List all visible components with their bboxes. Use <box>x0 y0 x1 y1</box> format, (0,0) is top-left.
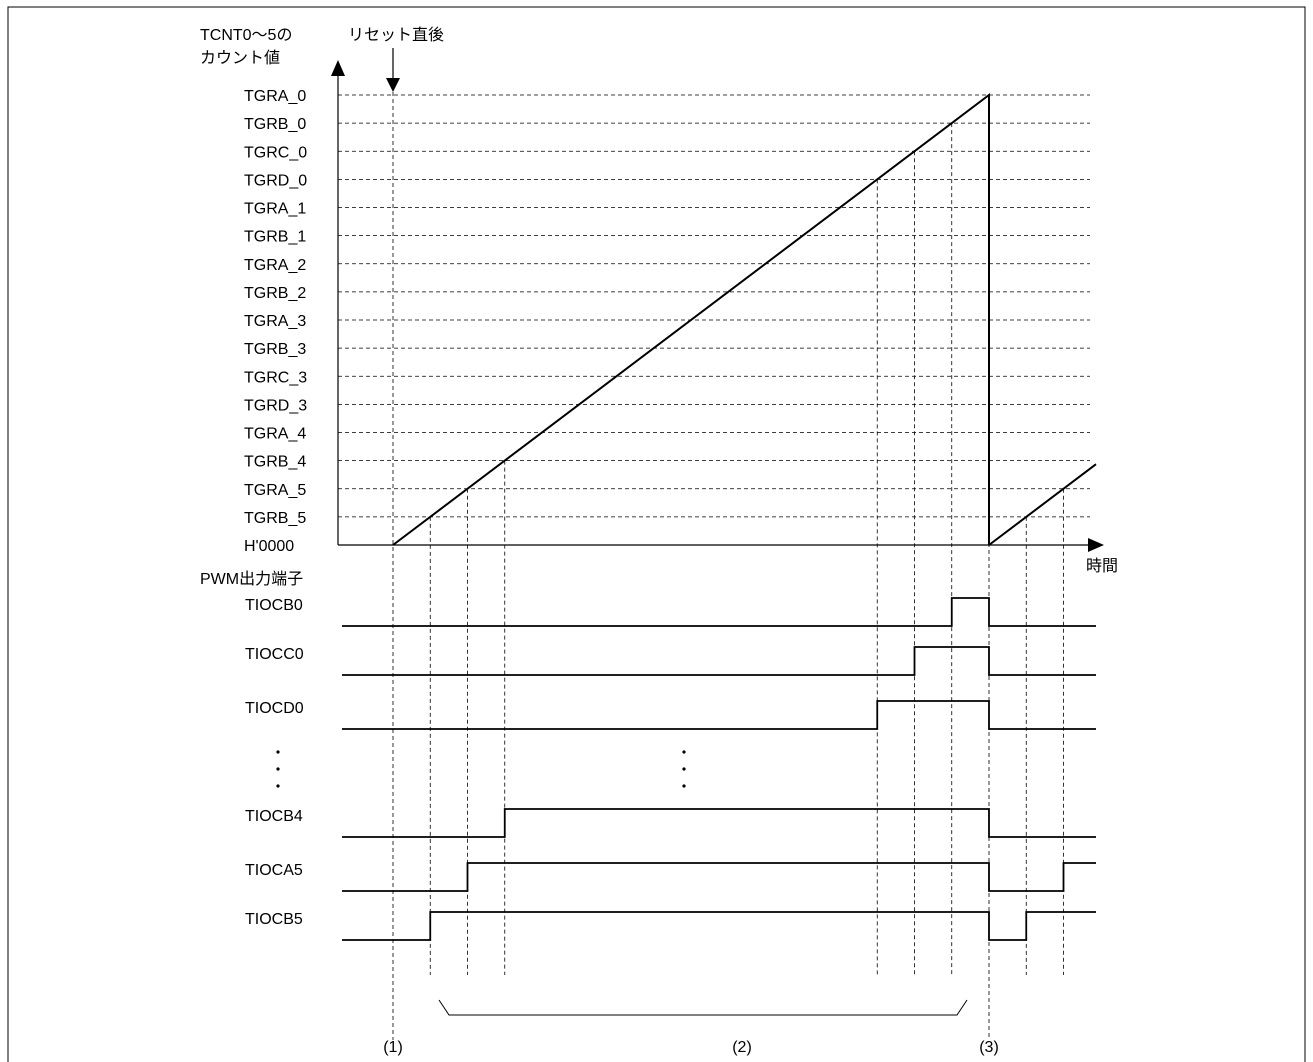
register-label-tgrc3: TGRC_3 <box>244 369 307 386</box>
register-label-tgra2: TGRA_2 <box>244 257 306 274</box>
marker-3: (3) <box>979 1039 999 1056</box>
reset-arrow-head <box>386 78 400 92</box>
pwm-label-tioca5: TIOCA5 <box>245 862 303 879</box>
register-label-tgra4: TGRA_4 <box>244 426 306 443</box>
waveform-tiocd0 <box>342 700 1096 730</box>
waveform-tiocb0 <box>342 597 1096 627</box>
waveform-tiocb4 <box>342 808 1096 838</box>
x-axis-arrow-icon <box>1088 538 1104 552</box>
figure-frame <box>7 6 1306 1062</box>
interval-bracket <box>438 999 968 1016</box>
register-label-tgra1: TGRA_1 <box>244 201 306 218</box>
y-axis-title-line1: TCNT0～5の <box>200 27 292 44</box>
y-axis-title-line2: カウント値 <box>200 49 280 67</box>
marker-1: (1) <box>383 1039 403 1056</box>
register-label-tgrb2: TGRB_2 <box>244 285 306 302</box>
register-label-tgra0: TGRA_0 <box>244 88 306 105</box>
counter-ramp-second-cycle <box>988 463 1097 546</box>
register-label-tgra5: TGRA_5 <box>244 482 306 499</box>
register-label-tgra3: TGRA_3 <box>244 313 306 330</box>
pwm-output-title: PWM出力端子 <box>200 570 303 588</box>
waveform-tiocc0 <box>342 646 1096 676</box>
register-label-tgrb3: TGRB_3 <box>244 341 306 358</box>
register-gridlines <box>338 94 1090 518</box>
register-labels: TGRA_0 TGRB_0 TGRC_0 TGRD_0 TGRA_1 TGRB_1 TGRA… <box>244 88 307 527</box>
pwm-label-tiocb4: TIOCB4 <box>245 808 303 825</box>
register-label-tgrc0: TGRC_0 <box>244 144 307 161</box>
register-label-tgrd3: TGRD_3 <box>244 397 307 414</box>
waveform-tiocb5 <box>342 911 1096 941</box>
pwm-waveforms: TIOCB0 TIOCC0 TIOCD0 TIOCB4 TIOCA5 TIOCB5 <box>245 597 1096 941</box>
pwm-label-tiocb5: TIOCB5 <box>245 911 303 928</box>
y-axis-arrow-icon <box>331 60 345 76</box>
ellipsis-center <box>682 750 686 788</box>
pwm-label-tiocd0: TIOCD0 <box>245 700 304 717</box>
vertical-guides <box>392 92 1064 1040</box>
register-label-tgrb0: TGRB_0 <box>244 116 306 133</box>
register-label-tgrb1: TGRB_1 <box>244 229 306 246</box>
counter-ramp-first-cycle <box>392 92 990 546</box>
reset-label: リセット直後 <box>348 26 444 44</box>
register-label-tgrb5: TGRB_5 <box>244 510 306 527</box>
zero-level-label: H'0000 <box>244 538 294 555</box>
x-axis-label: 時間 <box>1086 557 1118 575</box>
register-label-tgrb4: TGRB_4 <box>244 454 306 471</box>
pwm-label-tiocb0: TIOCB0 <box>245 597 303 614</box>
waveform-tioca5 <box>342 862 1096 892</box>
register-label-tgrd0: TGRD_0 <box>244 172 307 189</box>
ellipsis-left <box>276 750 280 788</box>
pwm-label-tiocc0: TIOCC0 <box>245 646 304 663</box>
marker-2: (2) <box>732 1039 752 1056</box>
